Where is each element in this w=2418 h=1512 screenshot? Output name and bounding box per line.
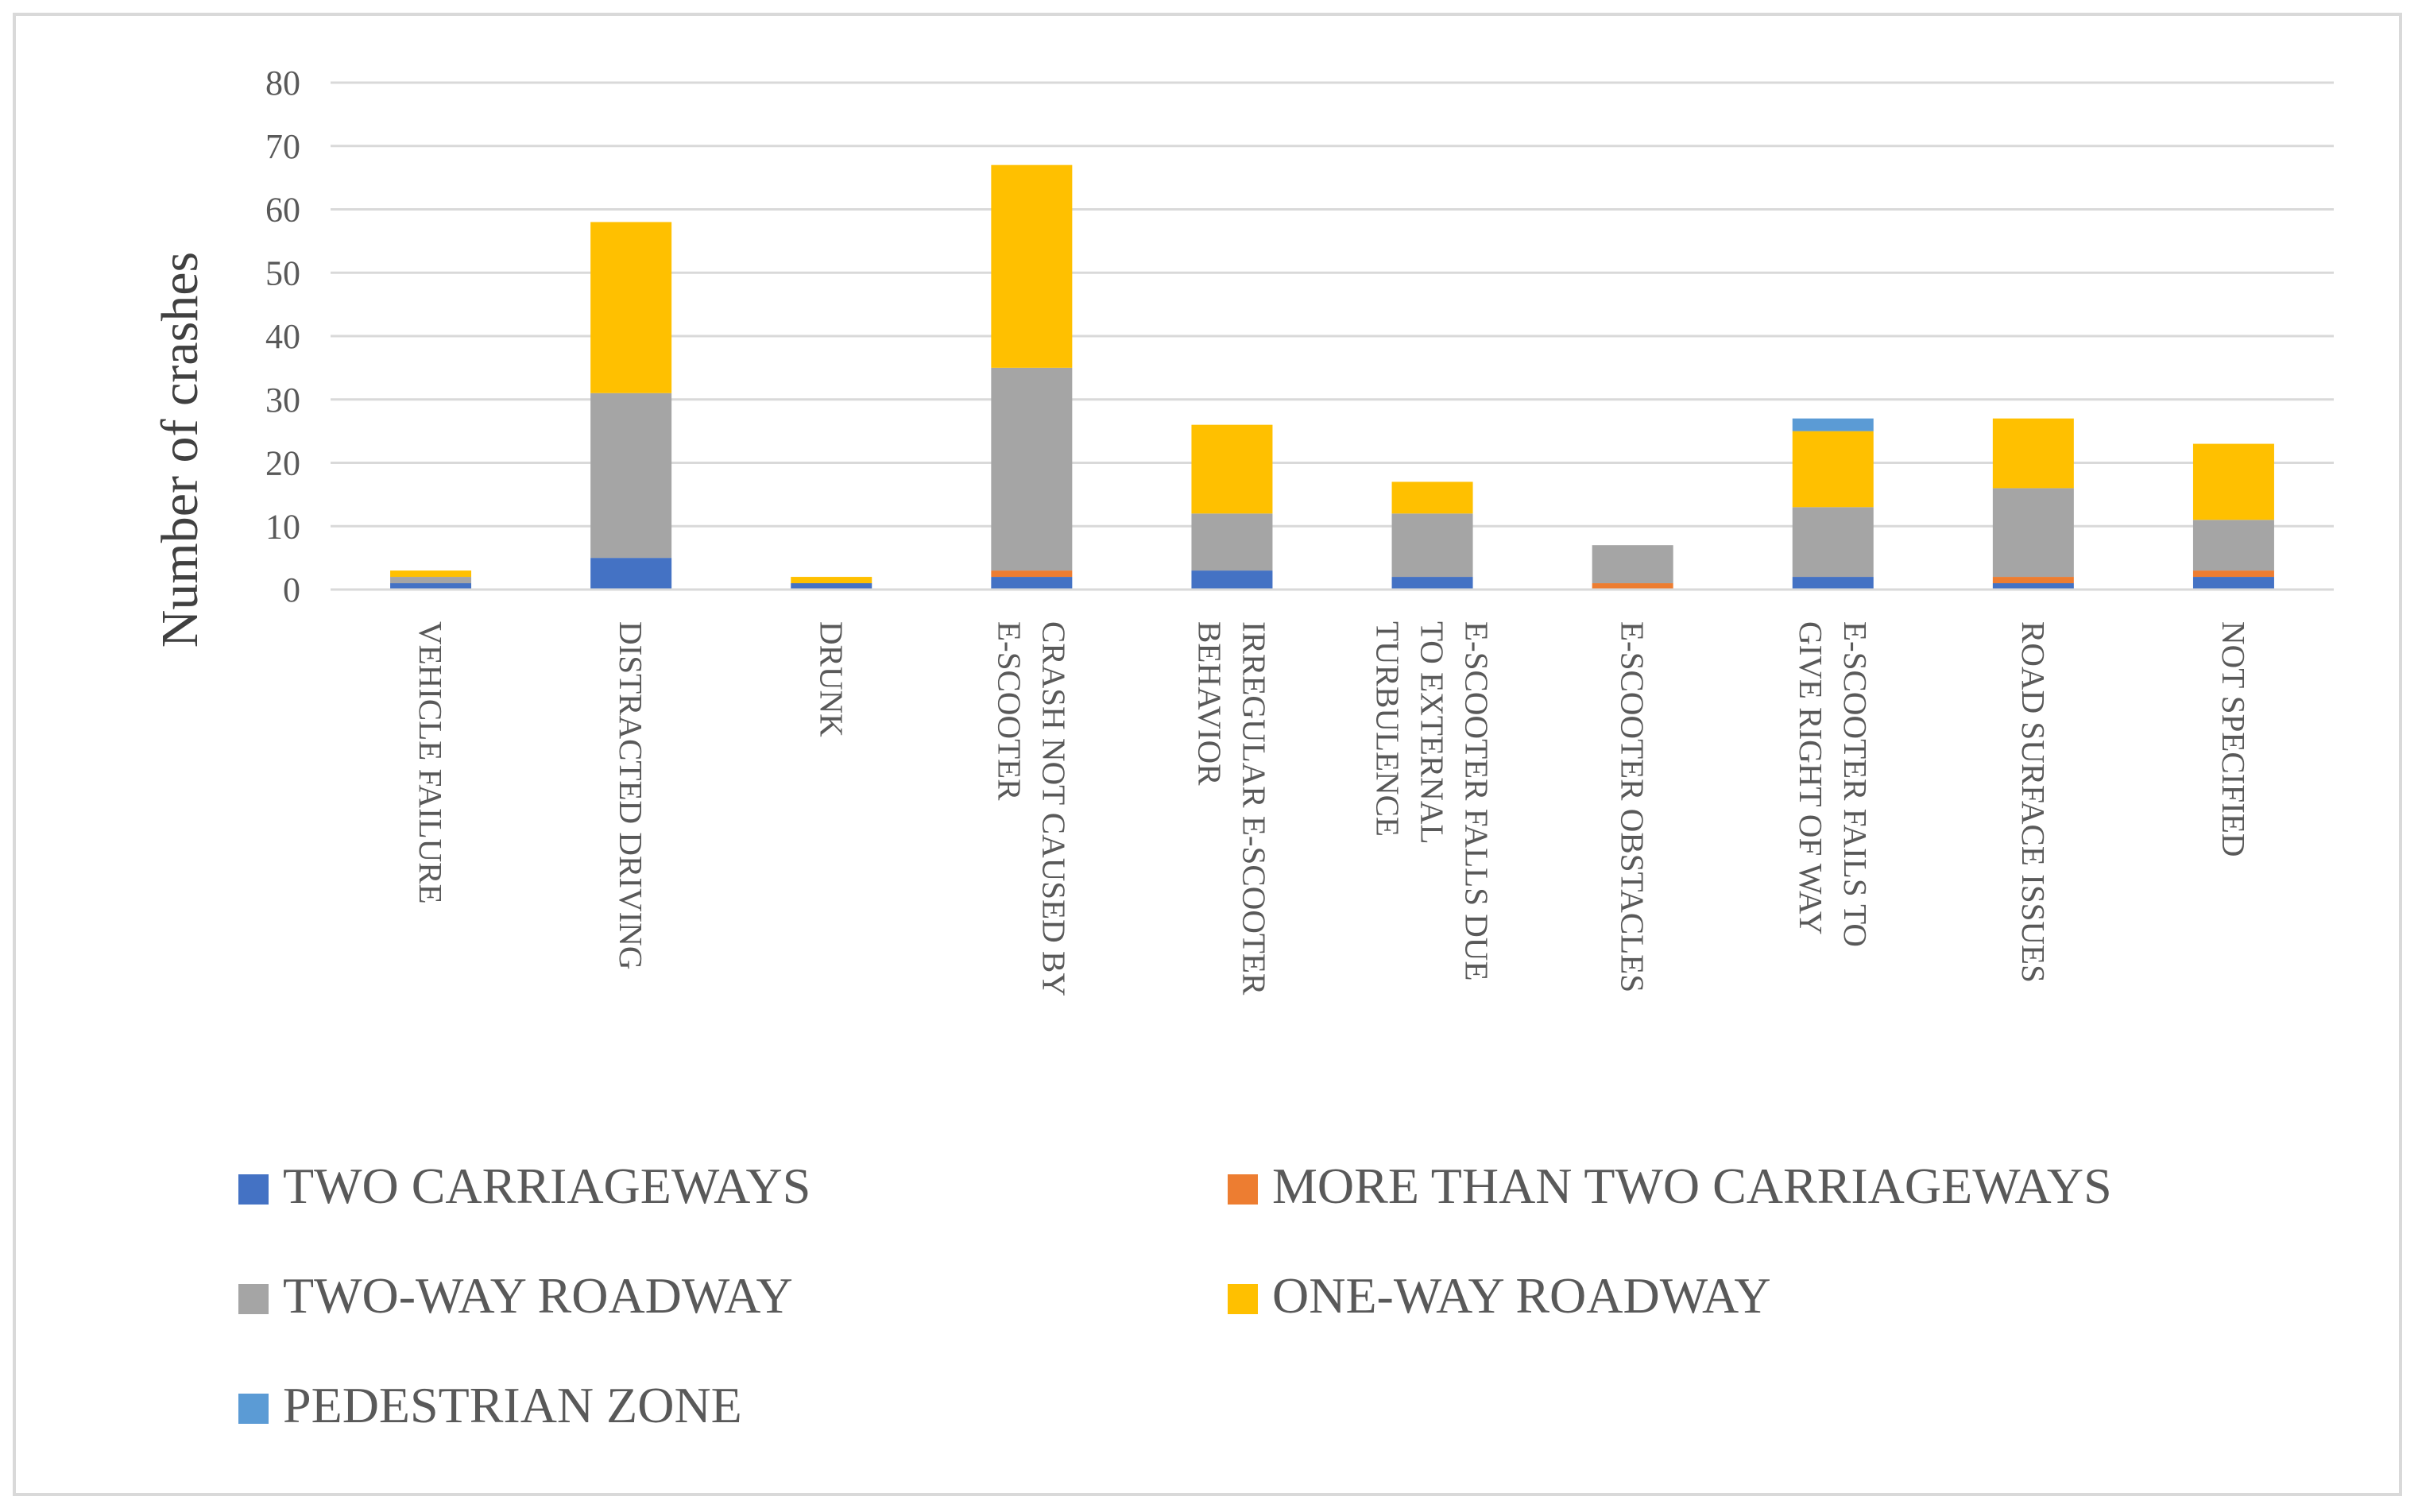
category-label-line: VEHICLE FAILURE xyxy=(412,621,449,904)
category-label: DRUNK xyxy=(813,621,849,737)
bar-segment xyxy=(1792,431,1874,508)
bar-segment xyxy=(991,570,1073,578)
bar-segment xyxy=(1191,570,1273,590)
y-tick-label: 10 xyxy=(265,507,300,546)
category-label-line: CRASH NOT CAUSED BY xyxy=(1035,621,1072,996)
bar-segment xyxy=(2192,520,2274,571)
bar-segment xyxy=(1992,583,2074,590)
category-label: NOT SPECIFIED xyxy=(2215,621,2252,857)
category-label: DISTRACTED DRIVING xyxy=(613,621,649,969)
bar-segment xyxy=(390,583,472,590)
legend-label: PEDESTRIAN ZONE xyxy=(283,1377,742,1433)
category-label-line: NOT SPECIFIED xyxy=(2215,621,2252,857)
bar-segment xyxy=(1592,583,1673,590)
legend-swatch xyxy=(238,1284,269,1314)
y-axis-ticks: 0 10 20 30 40 50 60 70 80 xyxy=(265,64,300,609)
bar-segment xyxy=(1592,545,1673,584)
y-tick-label: 20 xyxy=(265,444,300,483)
category-label-line: GIVE RIGHT OF WAY xyxy=(1793,621,1829,934)
chart-frame xyxy=(13,13,2402,1496)
bar-segment xyxy=(1391,513,1473,578)
bar-segment xyxy=(590,222,672,393)
bar-segment xyxy=(390,577,472,584)
bars xyxy=(390,164,2274,590)
category-label-line: E-SCOOTER FALLS DUE xyxy=(1459,621,1495,981)
category-labels: VEHICLE FAILURE DISTRACTED DRIVING DRUNK CR… xyxy=(412,621,2252,996)
category-label: E-SCOOTER OBSTACLES xyxy=(1615,621,1651,992)
bar-segment xyxy=(1391,481,1473,514)
bar-segment xyxy=(1792,507,1874,578)
legend-swatch xyxy=(238,1394,269,1424)
category-label: ROAD SURFACE ISSUES xyxy=(2015,621,2052,983)
bar-segment xyxy=(1792,418,1874,431)
bar-segment xyxy=(590,393,672,559)
legend: TWO CARRIAGEWAYS MORE THAN TWO CARRIAGEWA… xyxy=(238,1158,2112,1433)
y-tick-label: 60 xyxy=(265,191,300,230)
category-label: CRASH NOT CAUSED BYE-SCOOTER xyxy=(991,621,1072,996)
bar-segment xyxy=(1992,577,2074,584)
category-label-line: E-SCOOTER xyxy=(991,621,1027,801)
y-tick-label: 40 xyxy=(265,317,300,356)
bar-segment xyxy=(2192,577,2274,590)
bar-segment xyxy=(791,583,872,590)
legend-swatch xyxy=(238,1174,269,1205)
category-label: VEHICLE FAILURE xyxy=(412,621,449,904)
legend-label: TWO CARRIAGEWAYS xyxy=(283,1158,811,1214)
category-label-line: BEHAVIOR xyxy=(1191,621,1228,786)
bar-segment xyxy=(2192,570,2274,578)
category-label-line: IRREGULAR E-SCOOTER xyxy=(1236,621,1272,996)
category-label-line: ROAD SURFACE ISSUES xyxy=(2015,621,2052,983)
bar-segment xyxy=(1391,577,1473,590)
category-label-line: E-SCOOTER FAILS TO xyxy=(1837,621,1874,947)
bar-segment xyxy=(1992,488,2074,578)
legend-label: TWO-WAY ROADWAY xyxy=(283,1267,793,1324)
bar-segment xyxy=(991,164,1073,368)
bar-segment xyxy=(991,367,1073,571)
bar-segment xyxy=(1191,424,1273,514)
legend-swatch xyxy=(1228,1174,1258,1205)
category-label-line: DISTRACTED DRIVING xyxy=(613,621,649,969)
bar-segment xyxy=(1792,577,1874,590)
legend-label: MORE THAN TWO CARRIAGEWAYS xyxy=(1272,1158,2112,1214)
category-label-line: TURBULENCE xyxy=(1370,621,1406,837)
category-label-line: TO EXTERNAL xyxy=(1414,621,1451,845)
bar-segment xyxy=(1191,513,1273,571)
category-label-line: E-SCOOTER OBSTACLES xyxy=(1615,621,1651,992)
y-tick-label: 70 xyxy=(265,127,300,166)
legend-label: ONE-WAY ROADWAY xyxy=(1272,1267,1771,1324)
category-label-line: DRUNK xyxy=(813,621,849,737)
bar-segment xyxy=(1992,418,2074,489)
bar-segment xyxy=(390,570,472,578)
y-tick-label: 30 xyxy=(265,381,300,420)
bar-segment xyxy=(590,558,672,590)
y-tick-label: 0 xyxy=(283,570,300,609)
y-tick-label: 80 xyxy=(265,64,300,102)
bar-segment xyxy=(2192,443,2274,520)
y-axis-label: Number of crashes xyxy=(151,252,209,648)
bar-segment xyxy=(991,577,1073,590)
legend-swatch xyxy=(1228,1284,1258,1314)
bar-segment xyxy=(791,577,872,584)
y-tick-label: 50 xyxy=(265,253,300,292)
